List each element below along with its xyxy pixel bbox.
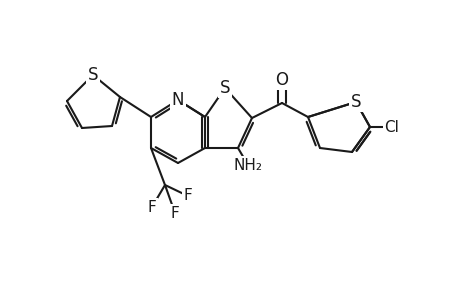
Text: S: S	[88, 66, 98, 84]
Text: S: S	[350, 93, 360, 111]
Text: F: F	[183, 188, 192, 203]
Text: S: S	[219, 79, 230, 97]
Text: F: F	[147, 200, 156, 214]
Text: O: O	[275, 71, 288, 89]
Text: Cl: Cl	[384, 119, 398, 134]
Text: F: F	[170, 206, 179, 220]
Text: NH₂: NH₂	[233, 158, 262, 172]
Text: N: N	[171, 91, 184, 109]
